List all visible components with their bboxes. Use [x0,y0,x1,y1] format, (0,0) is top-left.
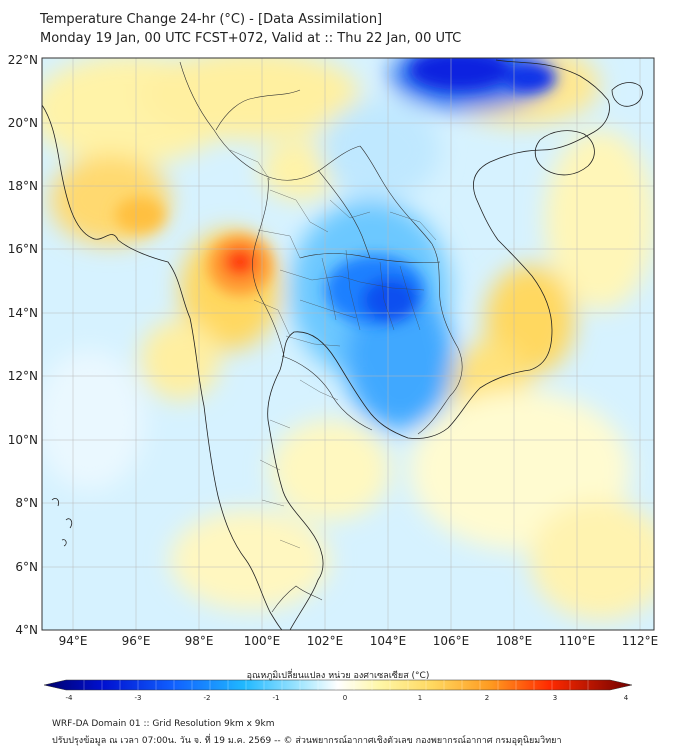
province-borders [229,149,437,549]
colorbar-tick: -1 [273,694,280,702]
colorbar-tick: -2 [204,694,211,702]
colorbar-tick: -4 [66,694,74,702]
coastlines [42,59,643,630]
country-borders [179,61,463,613]
lat-label: 16°N [8,242,38,256]
lat-label: 12°N [8,369,38,383]
lat-label: 4°N [15,623,38,637]
lon-label: 108°E [496,634,533,648]
colorbar-tick: -3 [135,694,142,702]
map-frame [41,57,655,631]
lon-label: 98°E [185,634,214,648]
chart-title: Temperature Change 24-hr (°C) - [Data As… [40,12,383,27]
temperature-field [42,58,654,630]
chart-subtitle: Monday 19 Jan, 00 UTC FCST+072, Valid at… [40,31,462,46]
colorbar-tick: 1 [418,694,422,702]
colorbar-dividers [83,680,589,690]
lat-label: 20°N [8,116,38,130]
colorbar-title: อุณหภูมิเปลี่ยนแปลง หน่วย องศาเซลเซียส (… [246,671,430,681]
lat-label: 10°N [8,433,38,447]
lon-label: 100°E [244,634,281,648]
lat-label: 6°N [15,560,38,574]
lon-label: 112°E [622,634,659,648]
footer-credit: ปรับปรุงข้อมูล ณ เวลา 07:00น. วัน จ. ที่… [52,736,562,746]
colorbar-tick: 0 [343,694,347,702]
colorbar-tick: 3 [553,694,557,702]
lon-label: 110°E [559,634,596,648]
lon-label: 94°E [59,634,88,648]
latitude-labels: 22°N 20°N 18°N 16°N 14°N 12°N 10°N 8°N 6… [8,53,38,637]
lon-label: 104°E [370,634,407,648]
lat-label: 22°N [8,53,38,67]
colorbar-bar [43,679,633,691]
lat-label: 18°N [8,179,38,193]
footer-model-info: WRF-DA Domain 01 :: Grid Resolution 9km … [52,719,275,729]
colorbar-tick: 4 [624,694,629,702]
colorbar-tick: 2 [485,694,489,702]
colorbar: -4 -3 -2 -1 0 1 2 3 4 [43,679,633,702]
longitude-labels: 94°E 96°E 98°E 100°E 102°E 104°E 106°E 1… [59,634,659,648]
lon-label: 102°E [307,634,344,648]
lat-label: 14°N [8,306,38,320]
map-gridlines [42,58,654,630]
lat-label: 8°N [15,496,38,510]
colorbar-ticks: -4 -3 -2 -1 0 1 2 3 4 [66,694,629,702]
lon-label: 106°E [433,634,470,648]
lon-label: 96°E [122,634,151,648]
